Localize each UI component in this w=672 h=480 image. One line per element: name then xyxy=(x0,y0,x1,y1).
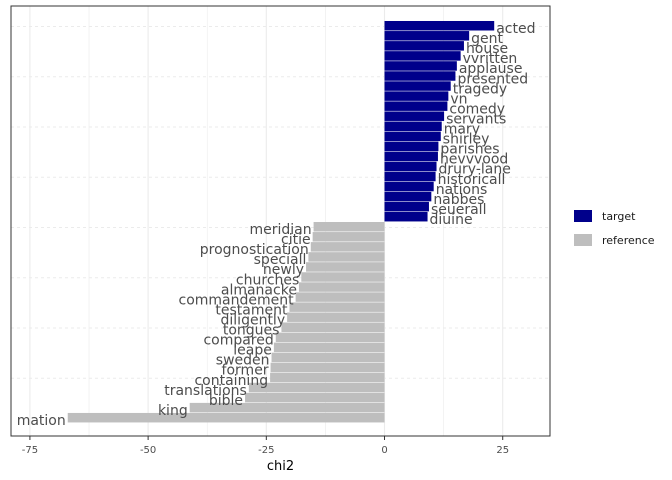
bar-reference-mation xyxy=(67,412,385,423)
bar-target-gent xyxy=(384,31,470,41)
category-label-drury-lane: drury-lane xyxy=(439,162,511,178)
bar-reference-king xyxy=(189,402,385,413)
bar-target-historicall xyxy=(384,171,436,182)
bar-target-presented xyxy=(384,71,456,81)
bar-target-parishes xyxy=(384,141,439,152)
category-label-servants: servants xyxy=(446,111,506,127)
bar-target-applause xyxy=(384,61,457,71)
bar-reference-containing xyxy=(270,372,385,383)
category-label-tongues: tongues xyxy=(223,323,280,339)
category-label-gent: gent xyxy=(471,31,503,47)
bar-reference-compared xyxy=(275,332,385,343)
category-label-almanacke: almanacke xyxy=(221,282,297,298)
legend-label-reference: reference xyxy=(602,233,655,247)
category-label-newly: newly xyxy=(263,262,304,278)
category-label-king: king xyxy=(158,403,188,419)
bar-reference-diligently xyxy=(287,312,385,322)
legend-item-reference: reference xyxy=(574,230,655,250)
bar-reference-tongues xyxy=(281,322,385,332)
category-label-churches: churches xyxy=(236,272,299,288)
bar-target-comedy xyxy=(384,101,448,111)
category-label-commandement: commandement xyxy=(179,292,295,308)
x-axis-title: chi2 xyxy=(267,459,294,474)
bar-reference-almanacke xyxy=(298,282,385,292)
bar-target-drury-lane xyxy=(384,161,437,172)
category-label-applause: applause xyxy=(459,61,523,77)
category-label-tragedy: tragedy xyxy=(453,81,508,97)
legend-swatch-target xyxy=(574,210,592,222)
category-label-hevvvood: hevvvood xyxy=(440,152,508,168)
bar-reference-testament xyxy=(289,302,385,312)
bar-target-tragedy xyxy=(384,81,451,91)
category-label-historicall: historicall xyxy=(438,172,506,188)
bar-reference-bible xyxy=(245,392,385,403)
category-label-comedy: comedy xyxy=(449,101,505,117)
plot-border xyxy=(10,5,551,437)
category-label-presented: presented xyxy=(457,71,528,87)
category-label-house: house xyxy=(466,41,508,57)
category-label-nabbes: nabbes xyxy=(433,192,484,208)
category-label-vn: vn xyxy=(450,91,467,107)
category-label-leape: leape xyxy=(233,343,272,359)
bar-target-servants xyxy=(384,111,445,121)
category-label-parishes: parishes xyxy=(440,142,499,158)
category-label-meridian: meridian xyxy=(249,222,311,238)
category-label-nations: nations xyxy=(436,182,488,198)
x-tick-label: 0 xyxy=(381,445,387,456)
category-label-bible: bible xyxy=(209,393,243,409)
bar-reference-newly xyxy=(306,262,385,272)
bar-reference-citie xyxy=(312,232,385,242)
legend-item-target: target xyxy=(574,206,655,226)
bar-reference-prognostication xyxy=(310,242,385,252)
x-tick-label: -75 xyxy=(22,445,38,456)
bar-target-vn xyxy=(384,91,449,101)
category-label-former: former xyxy=(222,363,269,379)
bar-target-mary xyxy=(384,121,442,131)
category-label-sweden: sweden xyxy=(216,353,270,369)
x-tick-label: -50 xyxy=(140,445,156,456)
category-label-diligently: diligently xyxy=(221,312,286,328)
bar-reference-former xyxy=(270,362,385,373)
x-tick-label: 25 xyxy=(496,445,509,456)
category-label-citie: citie xyxy=(281,232,311,248)
category-label-translations: translations xyxy=(164,383,247,399)
bar-layer xyxy=(67,21,495,423)
category-label-containing: containing xyxy=(194,373,268,389)
category-label-speciall: speciall xyxy=(254,252,307,268)
bar-target-nations xyxy=(384,181,434,192)
bar-target-vvritten xyxy=(384,51,461,61)
category-label-vvritten: vvritten xyxy=(463,51,518,67)
legend-label-target: target xyxy=(602,209,636,223)
category-label-compared: compared xyxy=(203,333,273,349)
bar-target-shirley xyxy=(384,131,441,142)
bar-target-diuine xyxy=(384,211,428,222)
x-axis: -75 -50 -25 0 25 xyxy=(22,436,509,456)
category-label-layer: actedgenthousevvrittenapplausepresentedt… xyxy=(17,21,536,429)
category-label-mary: mary xyxy=(444,122,480,138)
bar-target-nabbes xyxy=(384,191,432,202)
category-label-testament: testament xyxy=(215,302,288,318)
category-label-prognostication: prognostication xyxy=(200,242,309,258)
category-label-diuine: diuine xyxy=(430,212,473,228)
legend: target reference xyxy=(574,206,655,254)
bar-target-house xyxy=(384,41,464,51)
category-label-shirley: shirley xyxy=(443,132,490,148)
bar-reference-meridian xyxy=(313,222,385,232)
x-tick-label: -25 xyxy=(258,445,274,456)
category-label-seuerall: seuerall xyxy=(431,202,487,218)
category-label-acted: acted xyxy=(496,21,535,37)
bar-reference-churches xyxy=(301,272,385,282)
bar-target-acted xyxy=(384,21,495,31)
legend-swatch-reference xyxy=(574,234,592,246)
bar-target-hevvvood xyxy=(384,151,438,162)
bar-reference-speciall xyxy=(308,252,385,262)
bar-target-seuerall xyxy=(384,201,429,212)
bar-reference-sweden xyxy=(271,352,385,363)
category-label-mation: mation xyxy=(17,413,66,429)
bar-reference-leape xyxy=(273,342,385,353)
bar-reference-commandement xyxy=(295,292,385,302)
bar-reference-translations xyxy=(248,382,385,393)
